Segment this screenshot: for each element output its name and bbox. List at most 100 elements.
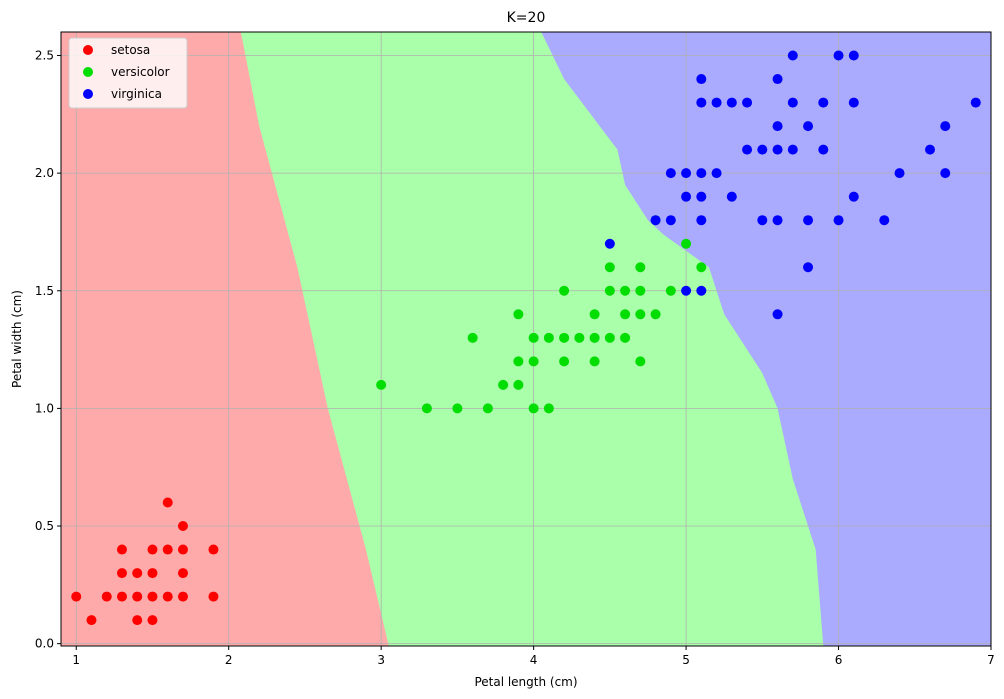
point-setosa: [116, 568, 127, 579]
point-setosa: [162, 497, 173, 508]
point-virginica: [681, 285, 692, 296]
x-tick-label: 2: [225, 653, 233, 667]
point-versicolor: [635, 309, 646, 320]
point-virginica: [696, 215, 707, 226]
point-versicolor: [559, 332, 570, 343]
x-axis-label: Petal length (cm): [474, 675, 577, 689]
point-virginica: [696, 97, 707, 108]
x-tick-label: 5: [682, 653, 690, 667]
point-setosa: [162, 591, 173, 602]
point-virginica: [833, 50, 844, 61]
point-virginica: [772, 144, 783, 155]
x-tick-label: 3: [377, 653, 385, 667]
point-versicolor: [589, 356, 600, 367]
point-versicolor: [696, 262, 707, 273]
point-versicolor: [513, 379, 524, 390]
legend-label-setosa: setosa: [111, 43, 150, 57]
point-virginica: [848, 50, 859, 61]
region-virginica: [541, 32, 991, 646]
point-setosa: [147, 544, 158, 555]
point-versicolor: [620, 309, 631, 320]
legend-marker-virginica: [83, 89, 93, 99]
point-setosa: [208, 544, 219, 555]
point-setosa: [162, 544, 173, 555]
point-versicolor: [574, 332, 585, 343]
point-versicolor: [620, 285, 631, 296]
legend-label-versicolor: versicolor: [111, 65, 170, 79]
x-tick-label: 7: [987, 653, 995, 667]
point-setosa: [147, 568, 158, 579]
point-setosa: [177, 544, 188, 555]
point-versicolor: [604, 262, 615, 273]
point-setosa: [132, 615, 143, 626]
y-axis-label: Petal width (cm): [10, 290, 24, 388]
point-versicolor: [513, 356, 524, 367]
point-virginica: [787, 50, 798, 61]
point-virginica: [696, 191, 707, 202]
point-setosa: [132, 568, 143, 579]
point-virginica: [940, 121, 951, 132]
point-versicolor: [635, 285, 646, 296]
y-tick-label: 1.0: [35, 401, 54, 415]
y-tick-label: 0.0: [35, 637, 54, 651]
point-virginica: [742, 97, 753, 108]
scatter-points: [71, 50, 981, 626]
point-versicolor: [589, 332, 600, 343]
y-tick-label: 1.5: [35, 284, 54, 298]
y-tick-label: 2.5: [35, 49, 54, 63]
point-versicolor: [376, 379, 387, 390]
point-virginica: [681, 191, 692, 202]
point-versicolor: [559, 356, 570, 367]
point-virginica: [940, 168, 951, 179]
point-versicolor: [604, 332, 615, 343]
point-versicolor: [635, 356, 646, 367]
point-virginica: [894, 168, 905, 179]
y-tick-label: 0.5: [35, 519, 54, 533]
point-virginica: [803, 262, 814, 273]
point-virginica: [665, 168, 676, 179]
legend-marker-setosa: [83, 45, 93, 55]
point-versicolor: [635, 262, 646, 273]
point-virginica: [818, 97, 829, 108]
point-versicolor: [665, 285, 676, 296]
point-virginica: [787, 97, 798, 108]
point-versicolor: [589, 309, 600, 320]
point-setosa: [116, 591, 127, 602]
point-virginica: [742, 144, 753, 155]
point-virginica: [833, 215, 844, 226]
point-setosa: [208, 591, 219, 602]
point-setosa: [116, 544, 127, 555]
point-setosa: [86, 615, 97, 626]
point-versicolor: [498, 379, 509, 390]
point-versicolor: [528, 356, 539, 367]
point-virginica: [772, 309, 783, 320]
point-virginica: [803, 215, 814, 226]
point-versicolor: [421, 403, 432, 414]
axes: 1 2 3 4 5 6 7 0.0 0.5 1.0 1.5 2.0 2.5: [35, 49, 995, 667]
point-setosa: [101, 591, 112, 602]
point-virginica: [879, 215, 890, 226]
point-versicolor: [528, 332, 539, 343]
point-virginica: [696, 285, 707, 296]
point-setosa: [147, 591, 158, 602]
point-versicolor: [543, 332, 554, 343]
point-versicolor: [543, 403, 554, 414]
point-setosa: [132, 591, 143, 602]
point-setosa: [177, 591, 188, 602]
point-virginica: [757, 144, 768, 155]
point-setosa: [177, 521, 188, 532]
point-virginica: [604, 238, 615, 249]
point-virginica: [848, 191, 859, 202]
point-virginica: [772, 74, 783, 85]
legend-marker-versicolor: [83, 67, 93, 77]
point-virginica: [665, 215, 676, 226]
point-virginica: [787, 144, 798, 155]
point-setosa: [177, 568, 188, 579]
point-virginica: [696, 74, 707, 85]
chart-title: K=20: [507, 10, 546, 26]
point-versicolor: [681, 238, 692, 249]
region-setosa: [61, 32, 389, 646]
legend: setosa versicolor virginica: [68, 37, 188, 109]
point-virginica: [650, 215, 661, 226]
